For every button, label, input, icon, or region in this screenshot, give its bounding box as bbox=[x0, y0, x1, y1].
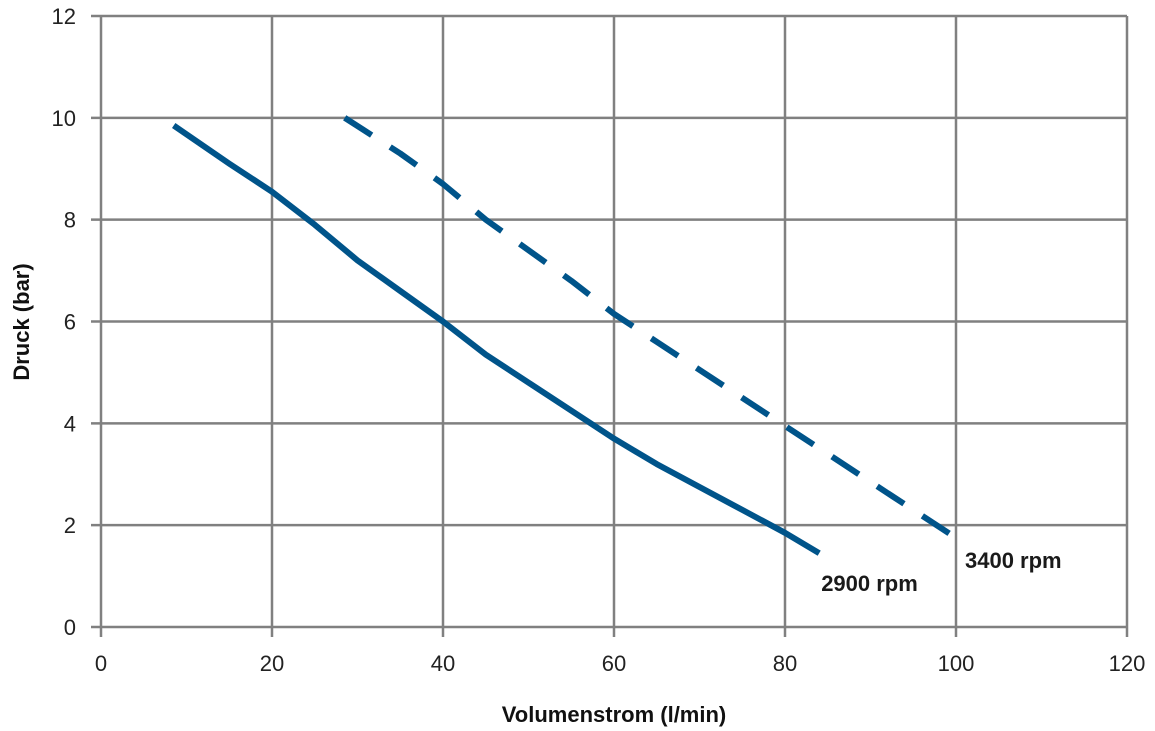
y-tick-label: 12 bbox=[52, 4, 76, 29]
y-tick-label: 10 bbox=[52, 106, 76, 131]
x-tick-label: 40 bbox=[431, 651, 455, 676]
x-tick-label: 120 bbox=[1109, 651, 1146, 676]
series-label: 2900 rpm bbox=[821, 571, 918, 596]
tick-labels: 0 20 40 60 80 100 120 0 2 4 6 8 10 12 bbox=[52, 4, 1146, 676]
series-line-3400-rpm bbox=[343, 115, 958, 541]
series-line-2900-rpm bbox=[172, 123, 821, 556]
grid-lines bbox=[91, 14, 1129, 637]
x-tick-label: 60 bbox=[602, 651, 626, 676]
y-axis-title: Druck (bar) bbox=[9, 263, 34, 380]
y-tick-label: 6 bbox=[64, 310, 76, 335]
x-tick-label: 0 bbox=[95, 651, 107, 676]
y-tick-label: 2 bbox=[64, 513, 76, 538]
y-tick-label: 0 bbox=[64, 615, 76, 640]
y-tick-label: 4 bbox=[64, 411, 76, 436]
series-label: 3400 rpm bbox=[965, 548, 1062, 573]
x-tick-label: 100 bbox=[938, 651, 975, 676]
y-tick-label: 8 bbox=[64, 208, 76, 233]
x-axis-title: Volumenstrom (l/min) bbox=[502, 702, 727, 727]
x-tick-label: 80 bbox=[773, 651, 797, 676]
x-tick-label: 20 bbox=[260, 651, 284, 676]
series-lines bbox=[172, 115, 958, 556]
series-labels: 2900 rpm 3400 rpm bbox=[821, 548, 1061, 596]
